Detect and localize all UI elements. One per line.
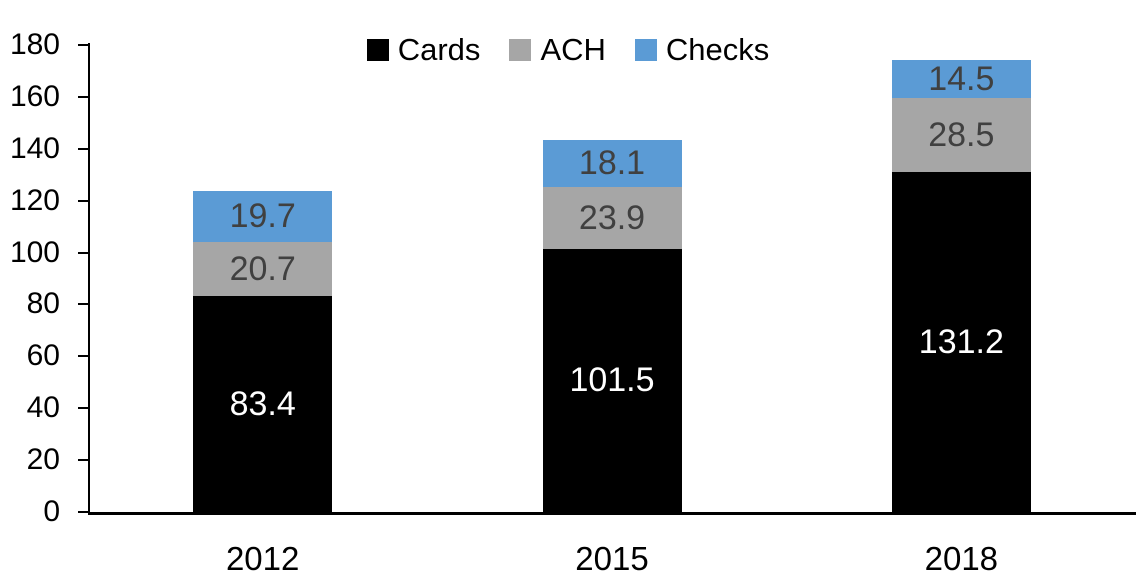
bar-value-label: 23.9 <box>578 198 646 237</box>
bar-segment-cards-2018: 131.2 <box>891 171 1031 512</box>
bar-segment-ach-2012: 20.7 <box>193 241 333 296</box>
y-axis-tick-label: 0 <box>43 495 60 528</box>
y-axis-tick-label: 60 <box>26 339 60 373</box>
y-axis-tick <box>78 407 88 410</box>
y-axis-tick <box>78 251 88 254</box>
y-axis-tick-label: 120 <box>9 183 60 217</box>
y-axis-tick-label: 40 <box>26 391 60 425</box>
legend-item-ach: ACH <box>509 32 606 67</box>
bar-value-label: 20.7 <box>229 249 296 288</box>
bar-segment-ach-2018: 28.5 <box>891 97 1031 172</box>
bar-segment-cards-2015: 101.5 <box>542 248 682 512</box>
legend-swatch-icon <box>509 38 532 61</box>
x-axis-line <box>88 512 1136 515</box>
y-axis-tick-label: 20 <box>26 443 60 477</box>
y-axis-line <box>88 43 90 515</box>
y-axis-tick <box>78 355 88 358</box>
bar-value-label: 19.7 <box>229 197 296 236</box>
bar-segment-checks-2012: 19.7 <box>193 190 333 242</box>
x-axis-category-label: 2012 <box>225 540 300 577</box>
bar-value-label: 83.4 <box>229 384 296 423</box>
legend-item-checks: Checks <box>634 32 770 67</box>
bar-value-label: 131.2 <box>918 322 1004 361</box>
bar-segment-checks-2015: 18.1 <box>542 139 682 187</box>
y-axis-tick <box>78 44 88 46</box>
y-axis-tick-label: 80 <box>26 287 60 321</box>
bar-value-label: 14.5 <box>928 59 995 98</box>
legend-label: Cards <box>397 32 481 67</box>
y-axis-tick-label: 140 <box>9 131 60 165</box>
bar-segment-cards-2012: 83.4 <box>193 295 333 512</box>
y-axis-tick-label: 160 <box>9 79 60 113</box>
bar-value-label: 101.5 <box>569 361 655 400</box>
y-axis-tick <box>78 303 88 306</box>
y-axis-tick <box>78 511 88 513</box>
y-axis-tick-label: 180 <box>9 28 60 61</box>
y-axis-tick <box>78 459 88 462</box>
y-axis-tick <box>78 199 88 202</box>
x-axis-category-label: 2015 <box>575 540 649 577</box>
bar-value-label: 18.1 <box>578 144 646 183</box>
y-axis-tick <box>78 147 88 150</box>
bar-segment-checks-2018: 14.5 <box>891 59 1031 98</box>
x-axis-category-label: 2018 <box>924 540 999 577</box>
y-axis-tick <box>78 95 88 98</box>
chart-legend: Cards ACH Checks <box>0 34 1136 65</box>
legend-label: ACH <box>540 32 606 67</box>
legend-swatch-icon <box>634 38 657 61</box>
legend-label: Checks <box>665 32 770 67</box>
y-axis-tick-label: 100 <box>9 235 60 269</box>
legend-swatch-icon <box>366 38 389 61</box>
legend-item-cards: Cards <box>366 32 481 67</box>
bar-value-label: 28.5 <box>928 115 995 154</box>
bar-segment-ach-2015: 23.9 <box>542 186 682 249</box>
